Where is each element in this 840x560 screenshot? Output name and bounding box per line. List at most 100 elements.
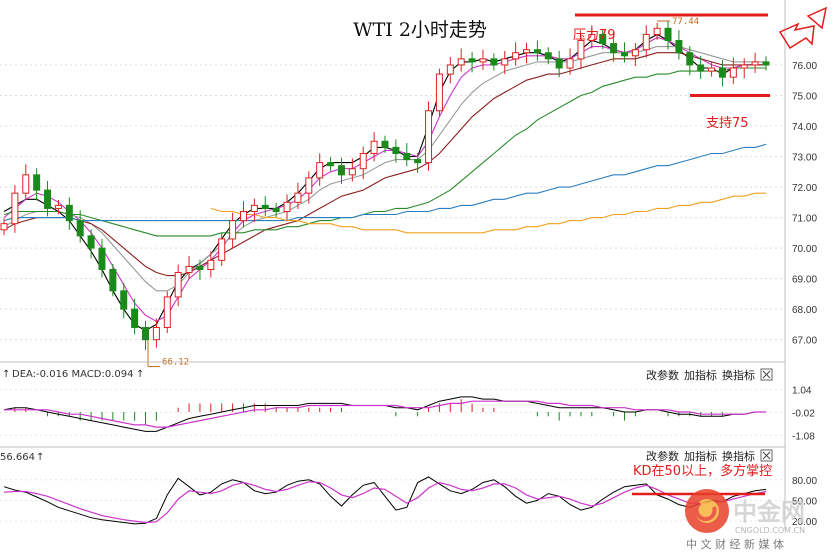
candle-body (327, 162, 335, 167)
price-panel: 67.00 68.00 69.00 70.00 71.00 72.00 73.00 74.00… (0, 0, 828, 368)
macd-tick-label: -1.08 (792, 431, 815, 442)
candle-body (272, 207, 280, 212)
candle-body (283, 201, 291, 212)
candle-body (185, 265, 193, 274)
candle-body (11, 192, 19, 225)
candle-body (120, 290, 128, 310)
high-label: 77.44 (672, 17, 699, 27)
price-tick-label: 75.00 (792, 91, 817, 102)
brand-tagline: 中 文 财 经 新 媒 体 (686, 537, 784, 551)
macd-add-indicator-button[interactable]: 加指标 (684, 368, 717, 382)
kd-tick-label: 20.00 (792, 517, 817, 528)
moving-average-line-7 (210, 192, 766, 234)
moving-average-line-5 (3, 67, 766, 237)
candle-body (337, 165, 345, 176)
candle-body (577, 40, 585, 60)
candle-body (523, 49, 531, 54)
candle-body (468, 58, 476, 63)
candle-body (370, 140, 378, 154)
price-tick-label: 69.00 (792, 275, 817, 286)
candle-body (0, 223, 8, 231)
candle-body (512, 52, 520, 60)
candle-body (261, 204, 269, 209)
arrow-icon (778, 6, 828, 50)
candle-body (239, 210, 247, 222)
candle-body (588, 33, 596, 42)
price-tick-label: 76.00 (792, 61, 817, 72)
candle-body (446, 64, 454, 75)
candle-body (740, 64, 748, 69)
kd-lines (3, 476, 767, 525)
price-tick-label: 67.00 (792, 336, 817, 347)
watermark: 中金网 CNGOLD.COM.CN 中 文 财 经 新 媒 体 (685, 489, 805, 551)
kd-switch-indicator-button[interactable]: 换指标 (722, 449, 755, 463)
moving-average-line-6 (3, 143, 767, 222)
macd-lines (3, 396, 766, 432)
price-grid (0, 64, 785, 341)
candle-body (457, 58, 465, 66)
candle-body (599, 33, 607, 45)
macd-change-params-button[interactable]: 改参数 (646, 368, 679, 382)
candle-body (54, 204, 62, 209)
candle-body (33, 174, 41, 191)
kd-annotation: KD在50以上，多方掌控 (633, 463, 772, 479)
low-label: 66.12 (162, 358, 189, 368)
candle-body (610, 43, 618, 54)
macd-switch-indicator-button[interactable]: 换指标 (722, 368, 755, 382)
kd-change-params-button[interactable]: 改参数 (646, 449, 679, 463)
candle-body (65, 204, 73, 222)
kd-header-text: 56.664 (0, 452, 35, 463)
up-arrow-icon: ↑ (136, 369, 144, 380)
macd-header: ↑ DEA:-0.016 MACD:0.094 ↑ (2, 369, 144, 380)
candle-body (229, 220, 237, 240)
price-tick-label: 74.00 (792, 122, 817, 133)
candle-body (686, 52, 694, 66)
price-tick-label: 68.00 (792, 305, 817, 316)
macd-axis: 1.04 -0.02 -1.08 (0, 386, 815, 442)
moving-average-line-3 (3, 46, 766, 292)
candle-body (533, 49, 541, 54)
candle-body (163, 296, 171, 328)
price-tick-label: 70.00 (792, 244, 817, 255)
macd-tick-label: -0.02 (792, 408, 815, 419)
kd-close-icon[interactable] (760, 449, 773, 462)
candle-body (359, 152, 367, 170)
candle-body (392, 146, 400, 154)
kd-tick-label: 80.00 (792, 476, 817, 487)
macd-dea-line (4, 400, 766, 428)
candle-body (218, 238, 226, 261)
candle-body (729, 67, 737, 78)
candle-body (642, 33, 650, 51)
kd-panel: 56.664 ↑ 改参数 加指标 换指标 80.00 50.00 20.00 KD在… (0, 449, 817, 528)
candle-body (675, 40, 683, 54)
candle-body (414, 159, 422, 164)
support-label: 支持75 (706, 116, 749, 131)
candle-body (131, 308, 139, 328)
candle-body (479, 58, 487, 63)
candle-body (697, 64, 705, 72)
candle-body (501, 58, 509, 66)
candle-body (381, 140, 389, 148)
moving-average-line-4 (3, 52, 766, 277)
candle-body (44, 189, 52, 209)
candle-body (718, 67, 726, 78)
candle-body (555, 58, 563, 69)
candlesticks (0, 20, 770, 351)
candle-body (76, 220, 84, 237)
candle-body (87, 235, 95, 249)
candle-body (762, 61, 770, 66)
kd-add-indicator-button[interactable]: 加指标 (684, 449, 717, 463)
up-arrow-icon: ↑ (2, 369, 10, 380)
candle-body (620, 52, 628, 57)
chart-title: WTI 2小时走势 (353, 19, 487, 41)
candle-body (196, 265, 204, 270)
candle-body (294, 192, 302, 203)
kd-d-line (3, 481, 767, 524)
candle-body (631, 49, 639, 57)
macd-close-icon[interactable] (760, 368, 773, 381)
candle-body (98, 247, 106, 270)
candle-body (207, 259, 215, 270)
price-axis: 67.00 68.00 69.00 70.00 71.00 72.00 73.00 74.00… (792, 61, 817, 347)
candle-body (544, 52, 552, 60)
